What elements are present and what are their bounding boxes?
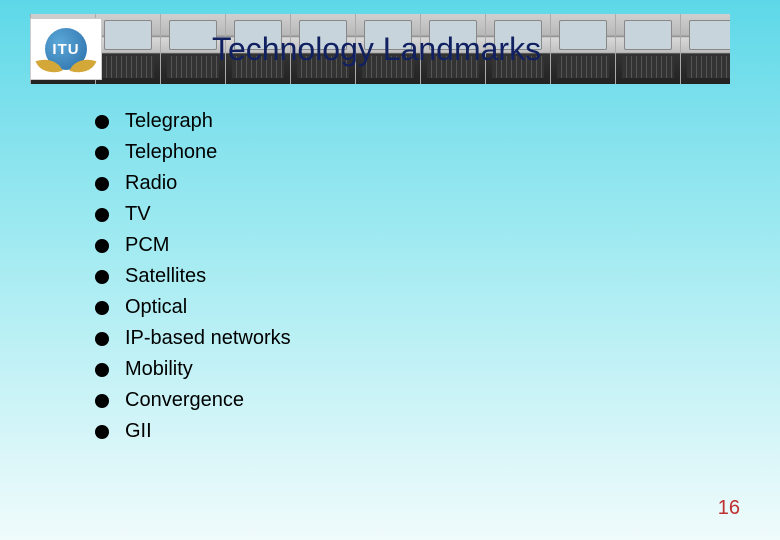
laurel-icon: [38, 55, 94, 75]
bullet-text: Mobility: [125, 358, 193, 381]
bullet-marker-icon: [95, 239, 109, 253]
bullet-text: Telephone: [125, 141, 217, 164]
list-item: Radio: [95, 172, 291, 195]
bullet-marker-icon: [95, 363, 109, 377]
list-item: Mobility: [95, 358, 291, 381]
logo-text: ITU: [52, 41, 79, 58]
bullet-marker-icon: [95, 115, 109, 129]
bullet-marker-icon: [95, 177, 109, 191]
bullet-marker-icon: [95, 394, 109, 408]
device-icon: [550, 14, 615, 84]
device-icon: [680, 14, 730, 84]
list-item: PCM: [95, 234, 291, 257]
bullet-text: IP-based networks: [125, 327, 291, 350]
slide-title: Technology Landmarks: [212, 31, 541, 68]
header-band: ITU Technology Landmarks: [30, 14, 730, 84]
bullet-marker-icon: [95, 146, 109, 160]
list-item: TV: [95, 203, 291, 226]
bullet-marker-icon: [95, 332, 109, 346]
list-item: Telephone: [95, 141, 291, 164]
list-item: GII: [95, 420, 291, 443]
bullet-marker-icon: [95, 425, 109, 439]
bullet-text: Optical: [125, 296, 187, 319]
list-item: IP-based networks: [95, 327, 291, 350]
itu-logo: ITU: [30, 18, 102, 80]
list-item: Satellites: [95, 265, 291, 288]
list-item: Convergence: [95, 389, 291, 412]
bullet-text: TV: [125, 203, 151, 226]
bullet-text: GII: [125, 420, 152, 443]
bullet-marker-icon: [95, 270, 109, 284]
bullet-text: Convergence: [125, 389, 244, 412]
device-icon: [95, 14, 160, 84]
page-number: 16: [718, 497, 740, 520]
list-item: Telegraph: [95, 110, 291, 133]
device-icon: [615, 14, 680, 84]
bullet-list: Telegraph Telephone Radio TV PCM Satelli…: [95, 110, 291, 443]
bullet-marker-icon: [95, 301, 109, 315]
bullet-text: Radio: [125, 172, 177, 195]
bullet-text: Telegraph: [125, 110, 213, 133]
slide-content: Telegraph Telephone Radio TV PCM Satelli…: [95, 110, 291, 451]
list-item: Optical: [95, 296, 291, 319]
bullet-text: Satellites: [125, 265, 206, 288]
bullet-text: PCM: [125, 234, 169, 257]
bullet-marker-icon: [95, 208, 109, 222]
